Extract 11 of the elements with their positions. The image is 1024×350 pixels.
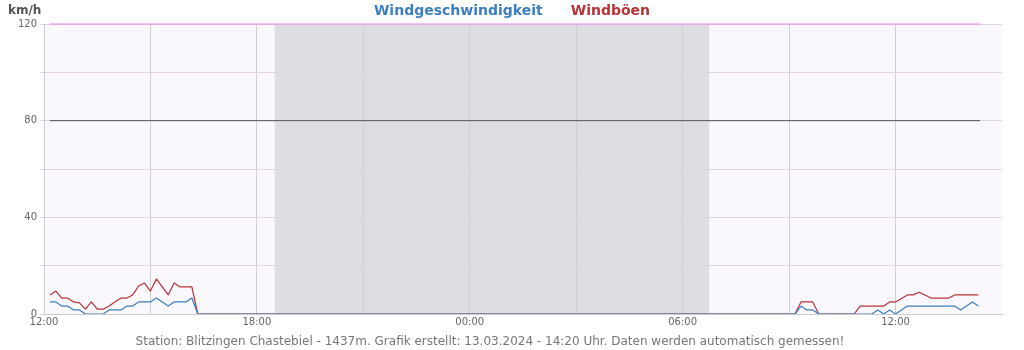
y-axis-title: km/h xyxy=(8,3,42,17)
y-tick-label: 40 xyxy=(24,210,37,222)
x-tick-label: 00:00 xyxy=(455,315,485,327)
text: Station: Blitzingen Chastebiel - 1437m. Grafik erstellt: 13.03.2024 - 14:20 Uhr. Daten werden automatisch gemessen! xyxy=(135,334,845,349)
x-tick-label: 06:00 xyxy=(668,315,698,327)
text: Windgeschwindigkeit xyxy=(373,2,543,18)
x-tick-label: 18:00 xyxy=(242,315,272,327)
y-tick-label: 80 xyxy=(24,114,37,126)
y-tick-label: 120 xyxy=(17,17,37,29)
x-tick-label: 12:00 xyxy=(881,315,910,327)
text: Windböen xyxy=(570,2,651,18)
